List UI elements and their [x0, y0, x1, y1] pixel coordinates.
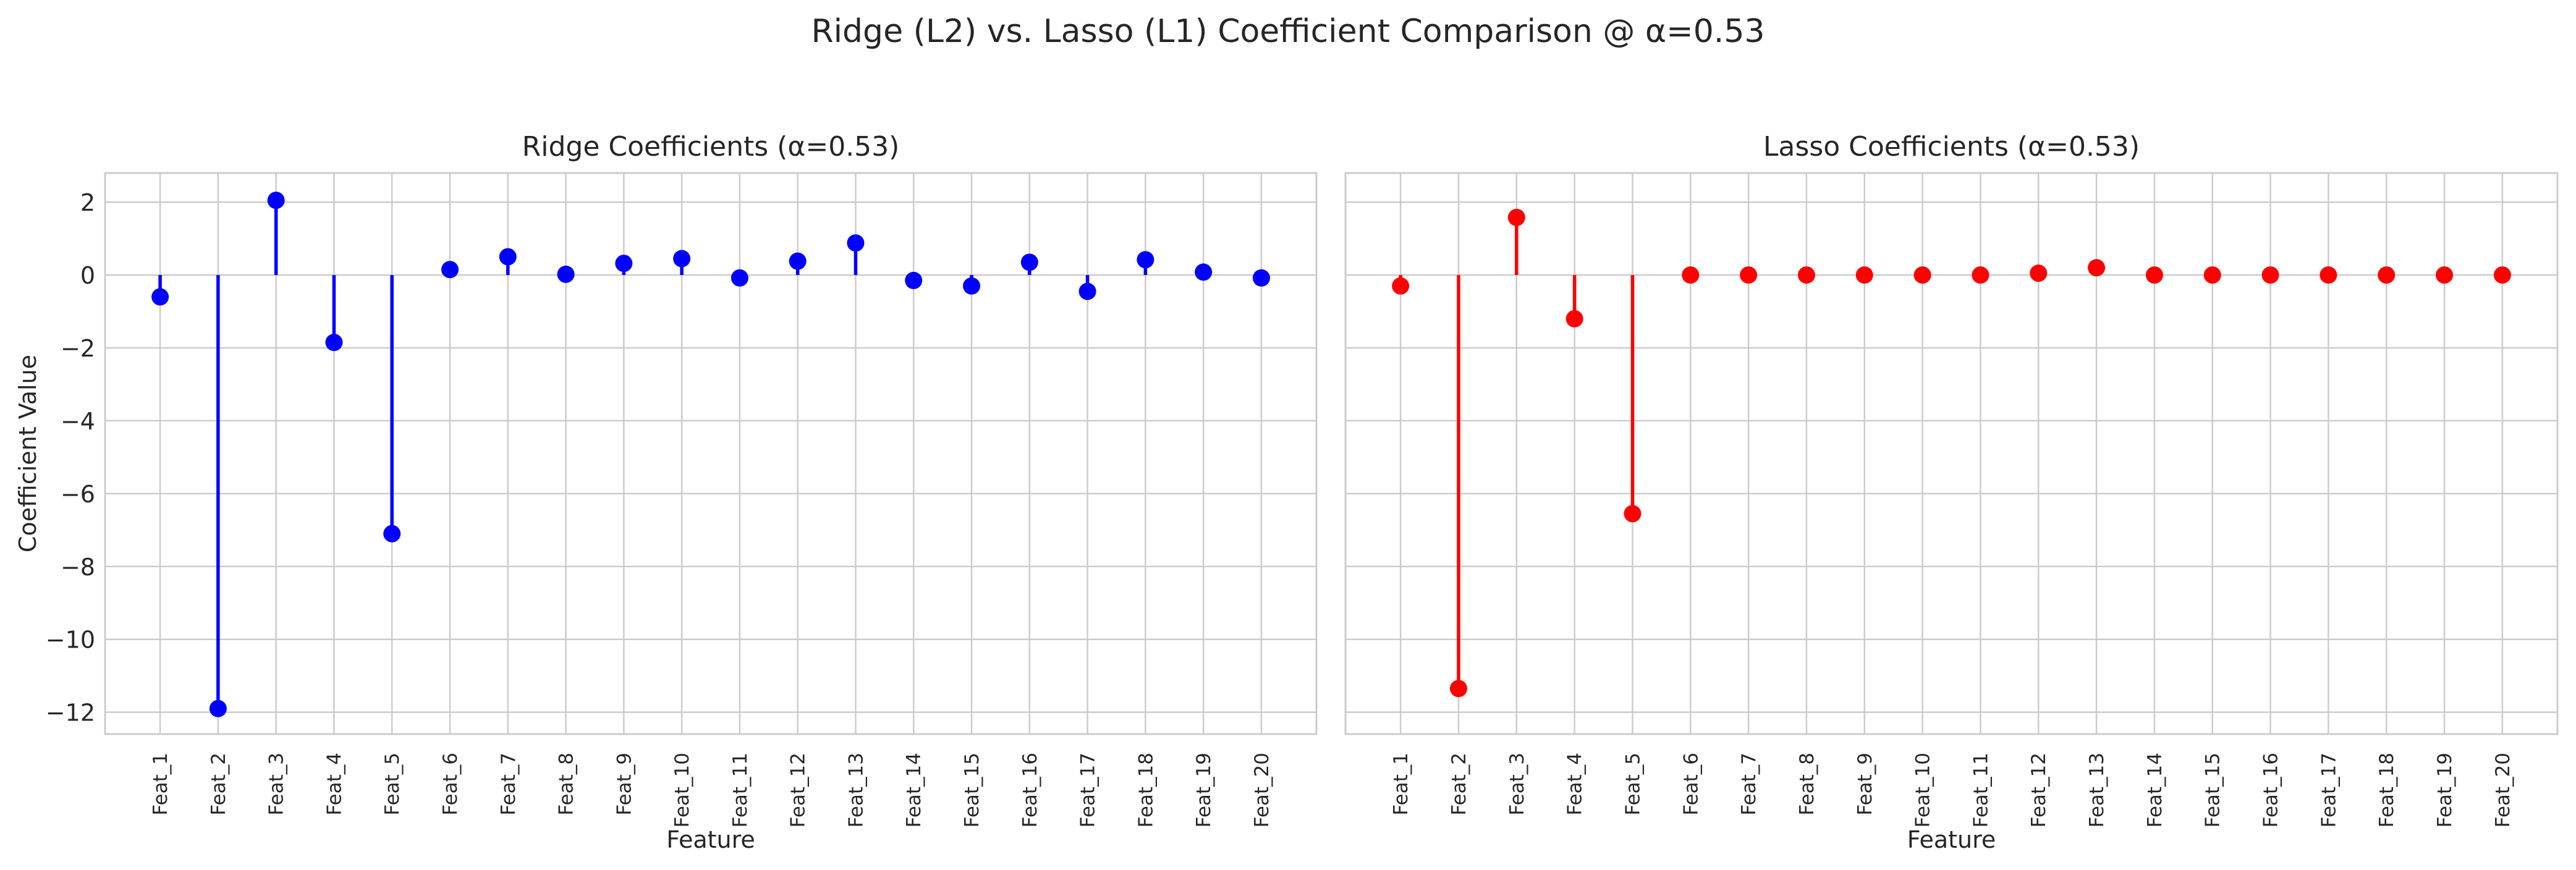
x-tick-label: Feat_6: [1680, 753, 1702, 816]
stem-marker: [1855, 266, 1873, 284]
stem-marker: [267, 192, 285, 209]
x-tick-label: Feat_7: [498, 753, 520, 816]
stem-marker: [963, 277, 981, 295]
stem-marker: [2493, 266, 2511, 284]
x-tick-label: Feat_13: [845, 753, 867, 827]
y-axis-label: Coefficient Value: [14, 355, 41, 552]
stem-marker: [441, 261, 459, 279]
x-tick-label: Feat_1: [1390, 753, 1412, 816]
x-tick-label: Feat_2: [1448, 753, 1470, 816]
x-tick-label: Feat_10: [671, 753, 693, 827]
panel-title: Ridge Coefficients (α=0.53): [522, 131, 900, 163]
stem-marker: [209, 699, 227, 717]
stem-marker: [325, 334, 343, 352]
y-tick-label: −6: [61, 481, 95, 508]
stem-marker: [1624, 505, 1642, 523]
panel-title: Lasso Coefficients (α=0.53): [1763, 131, 2140, 163]
x-tick-label: Feat_4: [1564, 753, 1587, 816]
stem-marker: [1682, 266, 1700, 284]
y-tick-label: 2: [80, 189, 95, 216]
x-tick-label: Feat_20: [1251, 753, 1273, 827]
lasso-plot-frame: [1344, 172, 2559, 735]
x-tick-label: Feat_13: [2086, 753, 2108, 827]
stem-marker: [1913, 266, 1931, 284]
ridge-panel: 2 0 −2 −4 −6 −8 −10 −12 Feat_1 Feat_2 Feat_3 Feat_4…: [14, 131, 1318, 853]
x-tick-label: Feat_19: [2434, 753, 2456, 827]
stem-marker: [2030, 264, 2048, 282]
stem-marker: [1449, 680, 1467, 698]
x-tick-label: Feat_5: [1622, 753, 1644, 816]
x-tick-label: Feat_8: [1796, 753, 1818, 816]
lasso-panel: Feat_1 Feat_2 Feat_3 Feat_4 Feat_5 Feat_6 Feat…: [1344, 131, 2559, 853]
stem-marker: [1252, 269, 1270, 287]
x-tick-label: Feat_12: [787, 753, 810, 827]
x-tick-label: Feat_4: [323, 753, 345, 816]
stem-marker: [151, 288, 169, 306]
x-tick-label: Feat_8: [556, 753, 578, 816]
stem-marker: [673, 250, 691, 268]
y-tick-label: 0: [80, 262, 95, 289]
x-tick-label: Feat_20: [2492, 753, 2514, 827]
stem-marker: [1566, 310, 1583, 327]
stem-marker: [1392, 277, 1410, 295]
x-tick-label: Feat_3: [266, 753, 288, 816]
x-tick-label: Feat_12: [2028, 753, 2050, 827]
x-tick-label: Feat_16: [1019, 753, 1041, 827]
stem-marker: [499, 248, 517, 266]
x-tick-label: Feat_15: [961, 753, 983, 827]
x-tick-label: Feat_17: [2318, 753, 2340, 827]
stem-marker: [1137, 251, 1155, 269]
stem-marker: [615, 255, 633, 272]
x-tick-label: Feat_16: [2260, 753, 2282, 827]
stem-marker: [1797, 266, 1815, 284]
y-tick-label: −2: [61, 335, 95, 362]
y-tick-label: −4: [61, 408, 95, 435]
x-tick-label: Feat_11: [1970, 753, 1992, 827]
x-tick-label: Feat_18: [2376, 753, 2398, 827]
x-axis-label: Feature: [666, 826, 755, 853]
stem-marker: [731, 269, 748, 287]
stem-marker: [2436, 266, 2454, 284]
figure-title: Ridge (L2) vs. Lasso (L1) Coefficient Co…: [811, 13, 1765, 50]
x-tick-label: Feat_19: [1193, 753, 1215, 827]
y-tick-label: −8: [61, 554, 95, 581]
x-tick-label: Feat_1: [150, 753, 172, 816]
stem-marker: [2320, 266, 2337, 284]
stem-marker: [1972, 266, 1989, 284]
stem-marker: [905, 271, 923, 289]
stem-marker: [2378, 266, 2396, 284]
x-tick-label: Feat_15: [2202, 753, 2224, 827]
x-tick-label: Feat_7: [1738, 753, 1760, 816]
x-tick-label: Feat_2: [208, 753, 230, 816]
x-tick-label: Feat_18: [1135, 753, 1157, 827]
x-tick-label: Feat_10: [1912, 753, 1934, 827]
x-tick-label: Feat_14: [2144, 753, 2166, 827]
stem-marker: [2088, 259, 2106, 277]
stem-marker: [2203, 266, 2221, 284]
x-tick-label: Feat_6: [439, 753, 462, 816]
x-tick-label: Feat_3: [1506, 753, 1528, 816]
stem-marker: [1507, 208, 1525, 226]
stem-marker: [847, 234, 865, 252]
stem-marker: [1020, 253, 1038, 271]
x-axis-label: Feature: [1907, 826, 1996, 853]
stem-marker: [789, 252, 807, 270]
stem-marker: [1078, 282, 1096, 300]
stem-marker: [2261, 266, 2279, 284]
stem-marker: [383, 525, 401, 543]
x-tick-label: Feat_14: [903, 753, 925, 827]
x-tick-label: Feat_9: [613, 753, 635, 816]
x-tick-label: Feat_5: [381, 753, 404, 816]
ridge-plot-frame: [104, 172, 1318, 735]
x-tick-label: Feat_11: [729, 753, 752, 827]
stem-marker: [557, 265, 575, 283]
y-tick-label: −10: [46, 627, 95, 654]
x-tick-label: Feat_17: [1077, 753, 1099, 827]
x-tick-label: Feat_9: [1854, 753, 1876, 816]
stem-marker: [1195, 263, 1213, 281]
stem-marker: [2145, 266, 2163, 284]
stem-marker: [1740, 266, 1758, 284]
y-tick-label: −12: [46, 699, 95, 727]
